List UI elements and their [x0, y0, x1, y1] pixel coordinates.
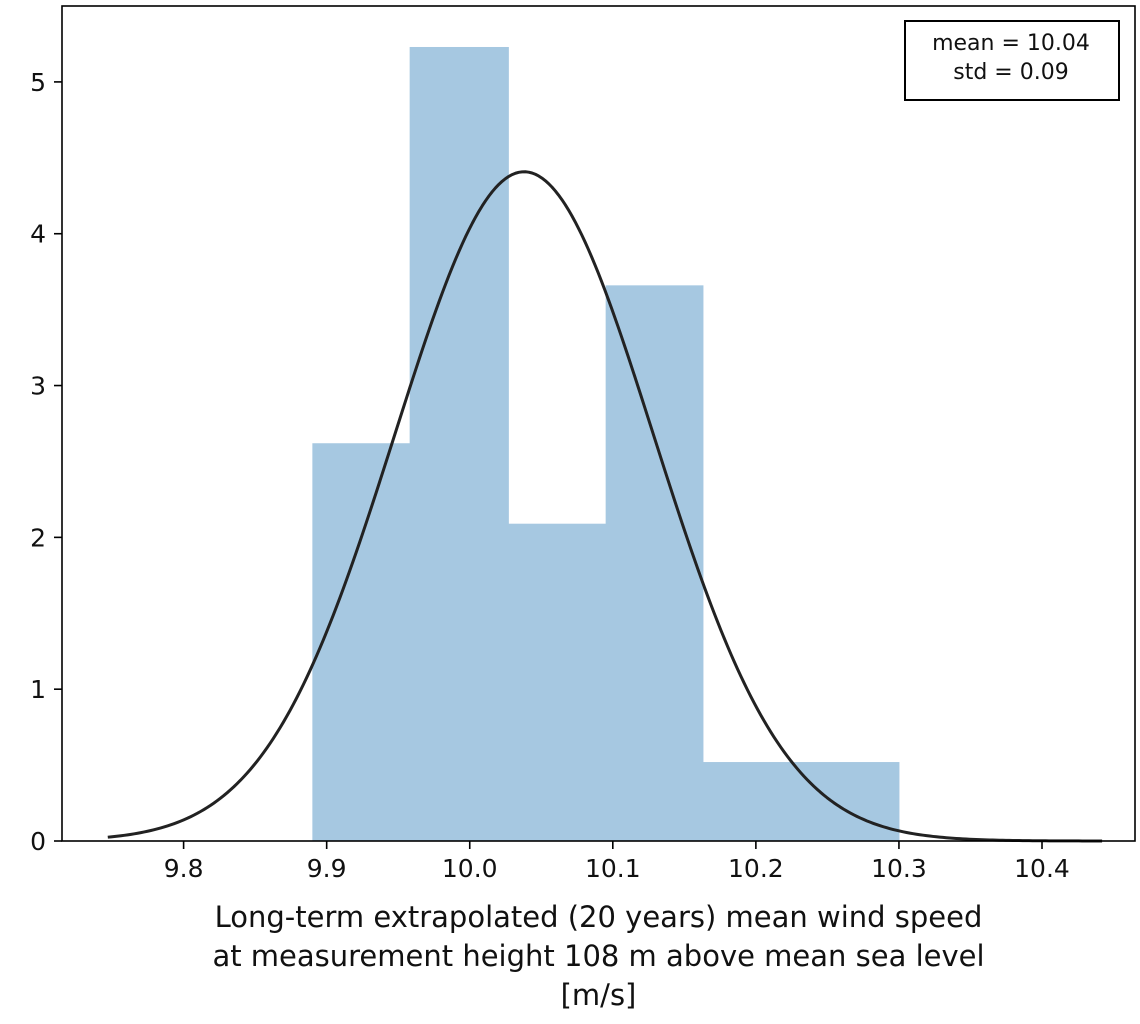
histogram-bar	[605, 285, 704, 841]
fit-curve-layer	[107, 170, 1103, 843]
legend-text-line: std = 0.09	[953, 60, 1068, 85]
histogram-bar	[702, 762, 803, 841]
normal-fit-curve	[107, 170, 1103, 843]
histogram-bar	[508, 523, 607, 841]
y-tick-label: 5	[30, 68, 46, 97]
axes	[61, 5, 1136, 842]
legend: mean = 10.04 std = 0.09	[904, 20, 1120, 101]
histogram-bar	[409, 46, 509, 842]
legend-box	[904, 20, 1120, 101]
y-tick-label: 4	[30, 220, 46, 249]
y-tick-label: 2	[30, 523, 46, 552]
x-tick-label: 9.8	[164, 854, 204, 883]
histogram-bars	[312, 46, 900, 842]
y-tick-label: 0	[30, 827, 46, 856]
x-tick-label: 10.4	[1014, 854, 1070, 883]
x-axis-label: Long-term extrapolated (20 years) mean w…	[212, 900, 984, 1012]
x-tick-label: 10.3	[871, 854, 927, 883]
x-axis-label-line: Long-term extrapolated (20 years) mean w…	[215, 900, 983, 934]
x-tick-label: 10.1	[585, 854, 641, 883]
legend-text-line: mean = 10.04	[932, 31, 1090, 56]
x-axis-label-line: [m/s]	[561, 978, 637, 1012]
y-tick-label: 3	[30, 372, 46, 401]
x-tick-label: 10.2	[728, 854, 784, 883]
x-axis-label-line: at measurement height 108 m above mean s…	[212, 939, 984, 973]
x-tick-label: 10.0	[442, 854, 498, 883]
plot-frame	[61, 5, 1136, 842]
ticks: 9.8 9.9 10.0 10.1 10.2 10.3 10.4 0 1 2 3 4 5	[30, 68, 1070, 883]
y-tick-label: 1	[30, 675, 46, 704]
x-tick-label: 9.9	[307, 854, 347, 883]
histogram-bar	[312, 443, 411, 841]
histogram-bar	[801, 762, 900, 841]
